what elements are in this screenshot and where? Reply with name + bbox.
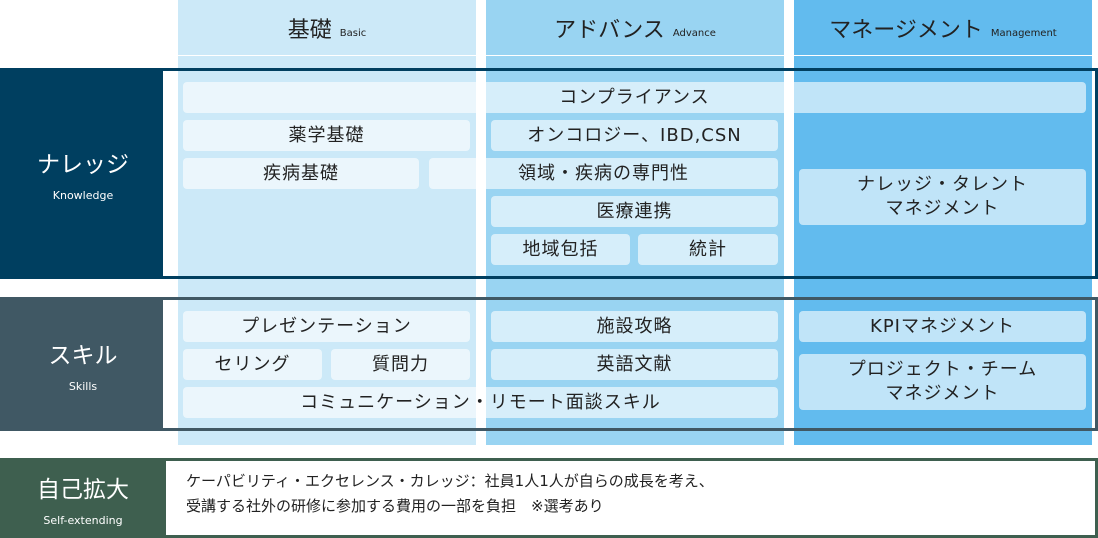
item-selling: セリング: [183, 349, 322, 380]
item-medical-collab: 医療連携: [491, 196, 778, 227]
item-pharmacy-basics: 薬学基礎: [183, 120, 470, 151]
item-communication: コミュニケーション・リモート面談スキル: [183, 387, 778, 418]
row-label-self-extending: 自己拡大 Self-extending: [3, 461, 163, 535]
column-header-advance: アドバンス Advance: [486, 0, 784, 56]
item-english-literature: 英語文献: [491, 349, 778, 380]
column-title: マネージメント: [829, 17, 983, 43]
row-knowledge: ナレッジ Knowledge: [0, 68, 1098, 279]
item-facility-strategy: 施設攻略: [491, 311, 778, 342]
item-compliance: コンプライアンス: [183, 82, 1086, 113]
self-extending-description: ケーパビリティ・エクセレンス・カレッジ：社員1人1人が自らの成長を考え、 受講す…: [166, 461, 1095, 535]
item-community-care: 地域包括: [491, 234, 630, 265]
item-project-team-mgmt: プロジェクト・チーム マネジメント: [799, 354, 1086, 410]
column-subtitle: Management: [990, 28, 1057, 39]
item-oncology: オンコロジー、IBD,CSN: [491, 120, 778, 151]
item-statistics: 統計: [638, 234, 778, 265]
item-questioning: 質問力: [331, 349, 470, 380]
description-line: 受講する社外の研修に参加する費用の一部を負担 ※選考あり: [186, 497, 604, 515]
item-disease-basics: 疾病基礎: [183, 158, 419, 189]
column-title: 基礎: [287, 17, 332, 43]
row-title: ナレッジ: [37, 152, 129, 178]
column-subtitle: Basic: [339, 28, 367, 39]
row-subtitle: Knowledge: [52, 189, 114, 202]
column-title: アドバンス: [554, 17, 665, 43]
row-label-knowledge: ナレッジ Knowledge: [0, 68, 166, 279]
item-presentation: プレゼンテーション: [183, 311, 470, 342]
description-line: ケーパビリティ・エクセレンス・カレッジ：社員1人1人が自らの成長を考え、: [186, 472, 714, 490]
row-label-skills: スキル Skills: [0, 297, 166, 431]
row-self-extending: 自己拡大 Self-extending ケーパビリティ・エクセレンス・カレッジ：…: [0, 458, 1098, 538]
column-subtitle: Advance: [672, 28, 716, 39]
column-header-basic: 基礎 Basic: [178, 0, 476, 56]
item-kpi-mgmt: KPIマネジメント: [799, 311, 1086, 342]
row-skills: スキル Skills: [0, 297, 1098, 431]
row-title: 自己拡大: [37, 476, 129, 503]
row-title: スキル: [48, 342, 118, 369]
item-knowledge-talent-mgmt: ナレッジ・タレント マネジメント: [799, 169, 1086, 225]
row-subtitle: Self-extending: [43, 513, 123, 527]
item-domain-expertise: 領域・疾病の専門性: [429, 158, 778, 189]
column-header-management: マネージメント Management: [794, 0, 1092, 56]
row-subtitle: Skills: [68, 379, 98, 393]
